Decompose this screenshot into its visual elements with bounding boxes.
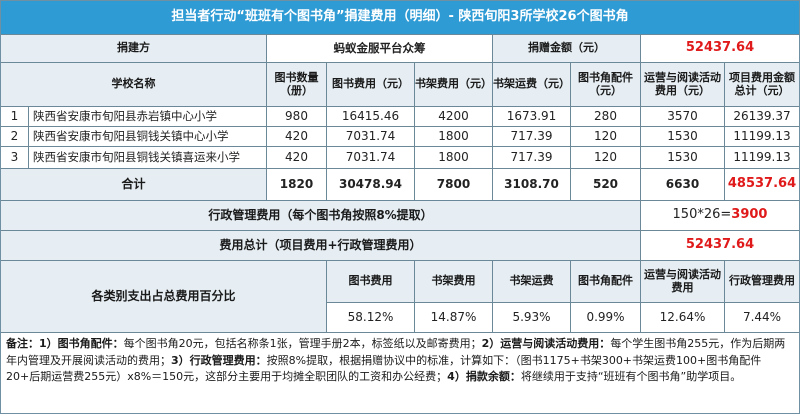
book-cost: 16415.46 [327,107,415,127]
col-header-school: 学校名称 [1,63,267,107]
donor-name: 蚂蚁金服平台众筹 [267,35,493,63]
book-cost: 7031.74 [327,127,415,147]
shelf-shipping: 717.39 [493,127,571,147]
note-2-title: 2）运营与阅读活动费用： [481,337,611,350]
pct-ops-cost: 12.64% [641,303,725,333]
accessories-cost: 120 [571,127,641,147]
pct-header-admin-fee: 行政管理费用 [725,261,799,303]
admin-fee-label: 行政管理费用（每个图书角按照8%提取） [1,201,641,231]
total-book-count: 1820 [267,169,327,201]
amount-label: 捐赠金额（元） [493,35,641,63]
book-count: 980 [267,107,327,127]
note-3-text: 按照8%提取，根据捐赠协议中的标准，计算如下：（图书1175+书架300+书架运… [6,353,762,384]
donation-amount: 52437.64 [641,35,799,63]
pct-accessories: 0.99% [571,303,641,333]
notes-section: 备注：1）图书角配件：每个图书角20元，包括名称条1张，管理手册2本，标签纸以及… [1,333,799,413]
accessories-cost: 280 [571,107,641,127]
pct-book-cost: 58.12% [327,303,415,333]
grand-total-label: 费用总计（项目费用+行政管理费用） [1,231,641,261]
col-header-shelf-shipping: 书架运费（元） [493,63,571,107]
total-accessories: 520 [571,169,641,201]
book-cost: 7031.74 [327,147,415,169]
pct-shelf-cost: 14.87% [415,303,493,333]
shelf-cost: 1800 [415,147,493,169]
notes-prefix: 备注： [6,337,39,350]
total-ops-cost: 6630 [641,169,725,201]
ops-cost: 1530 [641,147,725,169]
total-shelf-cost: 7800 [415,169,493,201]
totals-label: 合计 [1,169,267,201]
shelf-shipping: 1673.91 [493,107,571,127]
donor-label: 捐建方 [1,35,267,63]
note-1-text: 每个图书角20元，包括名称条1张，管理手册2本，标签纸以及邮寄费用； [123,337,482,350]
school-name: 陕西省安康市旬阳县赤岩镇中心小学 [29,107,267,127]
col-header-accessories: 图书角配件（元） [571,63,641,107]
col-header-book-cost: 图书费用（元） [327,63,415,107]
project-total: 11199.13 [725,127,799,147]
admin-fee-amount: 3900 [731,207,768,223]
school-name: 陕西省安康市旬阳县铜钱关镇中心小学 [29,127,267,147]
book-count: 420 [267,127,327,147]
book-count: 420 [267,147,327,169]
col-header-book-count: 图书数量（册） [267,63,327,107]
project-total: 11199.13 [725,147,799,169]
admin-fee-value: 150*26= 3900 [641,201,799,231]
row-number: 3 [1,147,29,169]
col-header-project-total: 项目费用金额总计（元） [725,63,799,107]
project-total: 26139.37 [725,107,799,127]
note-4-text: 将继续用于支持“班班有个图书角”助学项目。 [520,370,742,384]
row-number: 2 [1,127,29,147]
shelf-cost: 4200 [415,107,493,127]
note-2-text: 每个学生图书角255元，作为后期两年内管理及开展阅读活动的费用； [6,337,786,367]
ops-cost: 3570 [641,107,725,127]
grand-total-value: 52437.64 [641,231,799,261]
sheet-title: 担当者行动“班班有个图书角”捐建费用（明细）- 陕西旬阳3所学校26个图书角 [1,1,799,35]
note-3-title: 3）行政管理费用： [171,353,267,367]
percentage-section-label: 各类别支出占总费用百分比 [1,261,327,333]
row-number: 1 [1,107,29,127]
total-project-cost: 48537.64 [725,169,799,201]
pct-header-shelf-cost: 书架费用 [415,261,493,303]
school-name: 陕西省安康市旬阳县铜钱关镇喜运来小学 [29,147,267,169]
shelf-cost: 1800 [415,127,493,147]
total-shelf-shipping: 3108.70 [493,169,571,201]
shelf-shipping: 717.39 [493,147,571,169]
note-4-title: 4）捐款余额： [447,370,521,384]
col-header-ops-cost: 运营与阅读活动费用（元） [641,63,725,107]
col-header-shelf-cost: 书架费用（元） [415,63,493,107]
pct-header-accessories: 图书角配件 [571,261,641,303]
pct-header-ops-cost: 运营与阅读活动费用 [641,261,725,303]
pct-header-book-cost: 图书费用 [327,261,415,303]
pct-header-shelf-shipping: 书架运费 [493,261,571,303]
total-book-cost: 30478.94 [327,169,415,201]
note-1-title: 1）图书角配件： [39,337,124,350]
ops-cost: 1530 [641,127,725,147]
pct-shelf-shipping: 5.93% [493,303,571,333]
admin-fee-formula: 150*26= [672,207,732,223]
accessories-cost: 120 [571,147,641,169]
pct-admin-fee: 7.44% [725,303,799,333]
